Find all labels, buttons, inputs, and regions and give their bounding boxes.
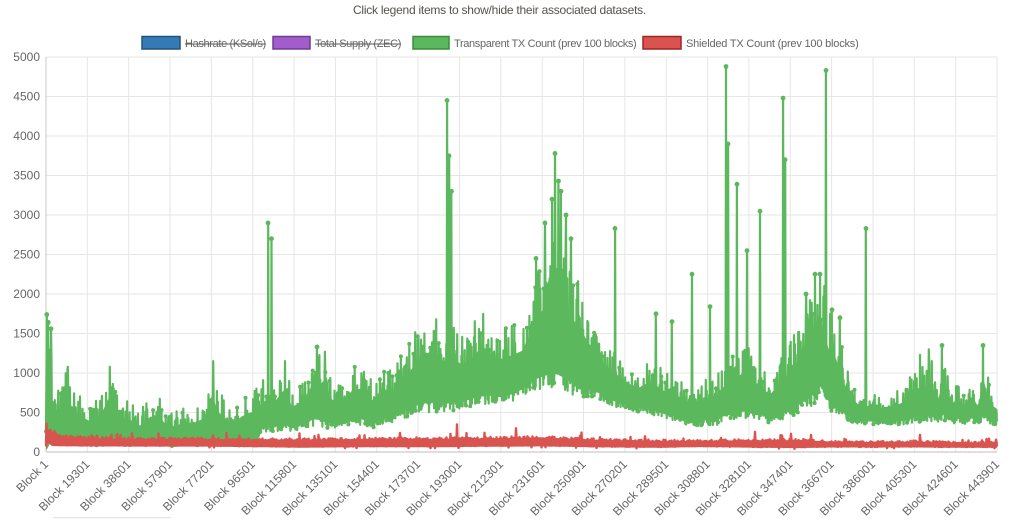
svg-text:Total Supply (ZEC): Total Supply (ZEC) (315, 38, 401, 50)
svg-text:2500: 2500 (13, 248, 40, 262)
svg-text:3000: 3000 (13, 208, 40, 222)
svg-text:3500: 3500 (13, 169, 40, 183)
svg-text:4500: 4500 (13, 90, 40, 104)
svg-text:0: 0 (33, 445, 40, 459)
svg-text:500: 500 (20, 406, 40, 420)
svg-text:Hashrate (KSol/s): Hashrate (KSol/s) (185, 38, 266, 50)
svg-text:2000: 2000 (13, 287, 40, 301)
svg-text:1000: 1000 (13, 366, 40, 380)
svg-text:Transparent TX Count (prev 100: Transparent TX Count (prev 100 blocks) (454, 38, 636, 50)
svg-text:1500: 1500 (13, 327, 40, 341)
svg-text:Shielded TX Count (prev 100 bl: Shielded TX Count (prev 100 blocks) (686, 38, 859, 50)
svg-text:4000: 4000 (13, 129, 40, 143)
svg-text:5000: 5000 (13, 50, 40, 64)
svg-text:Block 1: Block 1 (13, 457, 51, 495)
